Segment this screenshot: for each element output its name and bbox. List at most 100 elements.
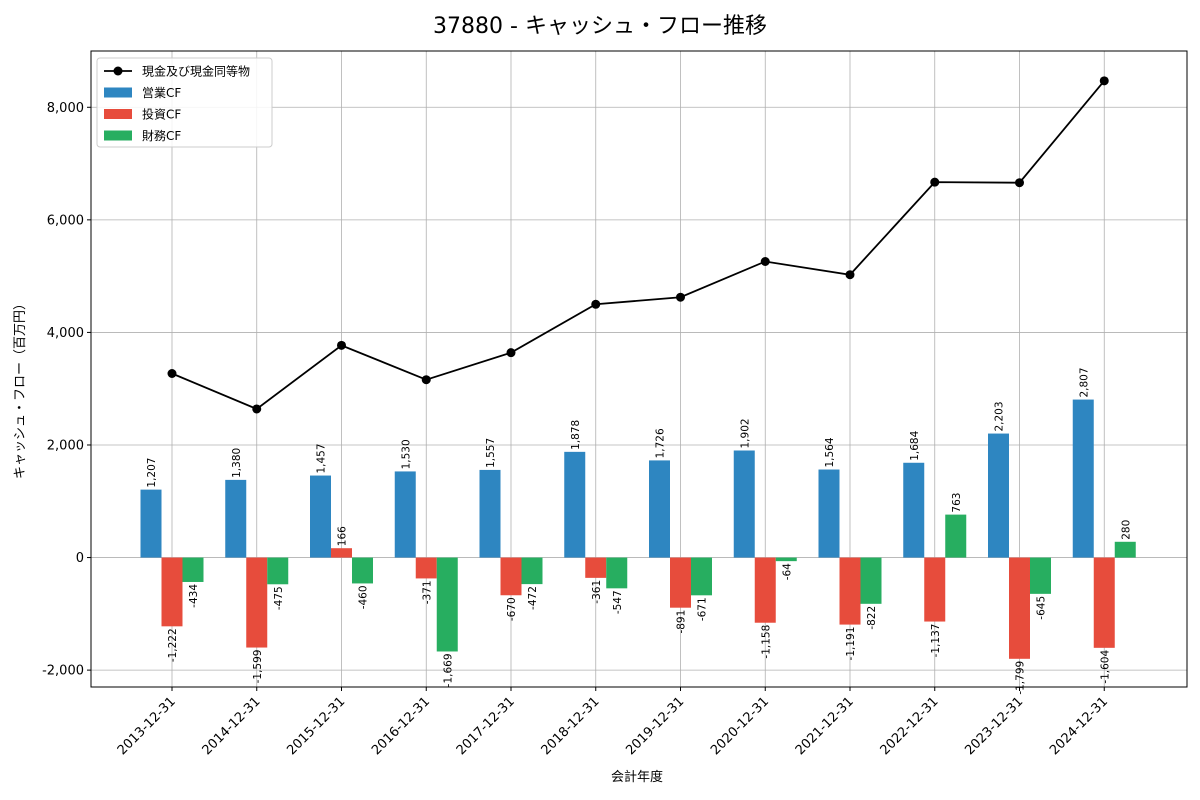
x-tick-label: 2013-12-31 (115, 694, 179, 758)
bar-営業CF (394, 471, 416, 558)
bar-営業CF (225, 479, 247, 558)
bar-value-label: -371 (421, 580, 433, 604)
bar-value-label: -460 (358, 585, 370, 609)
bar-value-label: -822 (866, 606, 878, 630)
bar-value-label: -1,799 (1015, 661, 1027, 695)
bar-投資CF (670, 557, 691, 608)
x-tick-label: 2018-12-31 (539, 694, 603, 758)
bar-財務CF (860, 557, 882, 604)
legend-swatch (104, 109, 132, 119)
x-tick-label: 2022-12-31 (878, 694, 942, 758)
bar-営業CF (310, 475, 331, 558)
y-axis-label: キャッシュ・フロー（百万円） (13, 297, 28, 479)
chart-title: 37880 - キャッシュ・フロー推移 (433, 14, 767, 39)
bar-value-label: -472 (527, 586, 539, 610)
bar-value-label: 1,530 (400, 439, 412, 469)
bar-value-label: -1,137 (930, 624, 942, 658)
x-tick-label: 2016-12-31 (369, 694, 433, 758)
bar-value-label: -1,191 (845, 627, 857, 661)
line-point (1015, 178, 1024, 188)
y-tick-label: 6,000 (47, 213, 84, 228)
legend-swatch-marker (113, 66, 123, 76)
bar-投資CF (161, 557, 183, 627)
bar-財務CF (1030, 557, 1051, 594)
line-現金及び現金同等物 (171, 80, 1105, 410)
x-tick-label: 2015-12-31 (284, 694, 348, 758)
bar-value-label: -645 (1036, 596, 1048, 620)
bar-value-label: -434 (188, 584, 200, 608)
x-tick-label: 2017-12-31 (454, 694, 518, 758)
legend-label: 投資CF (142, 107, 181, 122)
bar-営業CF (733, 450, 755, 558)
bar-投資CF (924, 557, 946, 622)
bar-投資CF (839, 557, 861, 625)
bar-投資CF (246, 557, 268, 648)
line-point (760, 256, 770, 266)
bar-投資CF (500, 557, 522, 596)
bar-value-label: 280 (1120, 520, 1132, 540)
bar-投資CF (1093, 557, 1115, 648)
bar-財務CF (775, 557, 797, 562)
bar-財務CF (436, 557, 458, 652)
x-tick-label: 2024-12-31 (1047, 694, 1111, 758)
x-tick-label: 2019-12-31 (623, 694, 687, 758)
bar-value-label: 1,380 (231, 448, 243, 478)
line-point (337, 340, 346, 350)
cash-line (167, 76, 1109, 414)
bar-営業CF (1072, 399, 1094, 558)
bar-value-label: -547 (612, 590, 624, 614)
bar-投資CF (1009, 557, 1030, 659)
bar-value-label: -670 (506, 597, 518, 621)
bar-投資CF (585, 557, 607, 578)
line-point (167, 369, 177, 379)
bar-営業CF (140, 489, 162, 558)
bar-営業CF (479, 469, 501, 558)
bar-営業CF (903, 462, 925, 558)
bar-営業CF (649, 460, 670, 558)
y-tick-label: 8,000 (47, 101, 84, 116)
bar-営業CF (818, 469, 840, 558)
bar-value-label: -1,669 (442, 653, 454, 687)
legend-swatch (104, 130, 132, 141)
legend-box (96, 57, 273, 148)
bar-value-label: 1,684 (909, 430, 921, 460)
x-tick-label: 2023-12-31 (962, 694, 1026, 758)
plot-frame (90, 50, 1188, 688)
x-tick-label: 2020-12-31 (708, 694, 772, 758)
bar-value-label: -64 (781, 563, 793, 580)
bar-value-label: 1,878 (570, 420, 582, 450)
bar-value-label: 1,207 (146, 458, 158, 488)
bar-財務CF (521, 557, 543, 585)
bar-財務CF (267, 557, 289, 585)
line-point (252, 404, 262, 414)
bar-財務CF (606, 557, 628, 589)
bar-財務CF (691, 557, 712, 596)
line-point (591, 299, 601, 309)
line-point (676, 292, 685, 302)
legend-swatch (104, 87, 132, 98)
bar-value-label: 2,203 (994, 401, 1006, 431)
bar-value-label: -891 (676, 610, 688, 634)
bar-value-label: -1,222 (167, 628, 179, 662)
legend-label: 営業CF (142, 86, 181, 100)
bar-投資CF (754, 557, 776, 623)
bar-value-label: -671 (697, 597, 709, 621)
bar-labels: 1,207 1,380 1,457 1,530 1,557 1,878 1,726 1,902… (146, 367, 1132, 694)
bar-営業CF (988, 433, 1009, 558)
line-point (506, 348, 516, 358)
line-point (421, 375, 431, 385)
legend-label: 財務CF (142, 128, 181, 143)
x-tick-label: 2014-12-31 (200, 694, 264, 758)
y-tick-label: -2,000 (42, 664, 84, 679)
bars (140, 399, 1136, 659)
bar-財務CF (1114, 541, 1136, 558)
bar-value-label: 2,807 (1078, 367, 1090, 397)
bar-value-label: -1,158 (760, 625, 772, 659)
bar-投資CF (415, 557, 437, 579)
y-tick-label: 4,000 (47, 326, 84, 341)
bar-財務CF (352, 557, 373, 584)
bar-value-label: -361 (591, 580, 603, 604)
line-point (845, 270, 855, 280)
